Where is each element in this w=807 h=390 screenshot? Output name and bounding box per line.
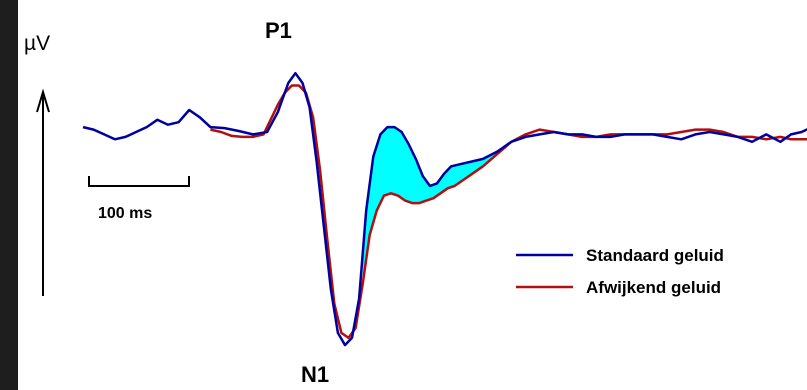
scale-bar-label: 100 ms [98,205,152,222]
series-line-afwijkend [210,84,807,340]
time-scale-bar [88,176,190,187]
peak-label-p1: P1 [265,18,292,43]
series-layer [82,71,807,347]
difference-shading-layer [362,127,526,284]
scale-bar-line [88,176,190,187]
peak-label-n1: N1 [301,362,329,387]
legend-label-afwijkend: Afwijkend geluid [586,278,721,297]
y-axis-arrowhead [36,88,50,113]
difference-shading [362,127,526,284]
erp-figure: µV 100 ms P1 N1 Standaard geluid Afwijke… [18,0,807,390]
series-line-standaard [82,71,807,347]
legend: Standaard geluid Afwijkend geluid [516,246,724,297]
erp-plot: µV 100 ms P1 N1 Standaard geluid Afwijke… [24,18,807,387]
y-axis-label: µV [24,32,50,55]
legend-label-standaard: Standaard geluid [586,246,724,265]
